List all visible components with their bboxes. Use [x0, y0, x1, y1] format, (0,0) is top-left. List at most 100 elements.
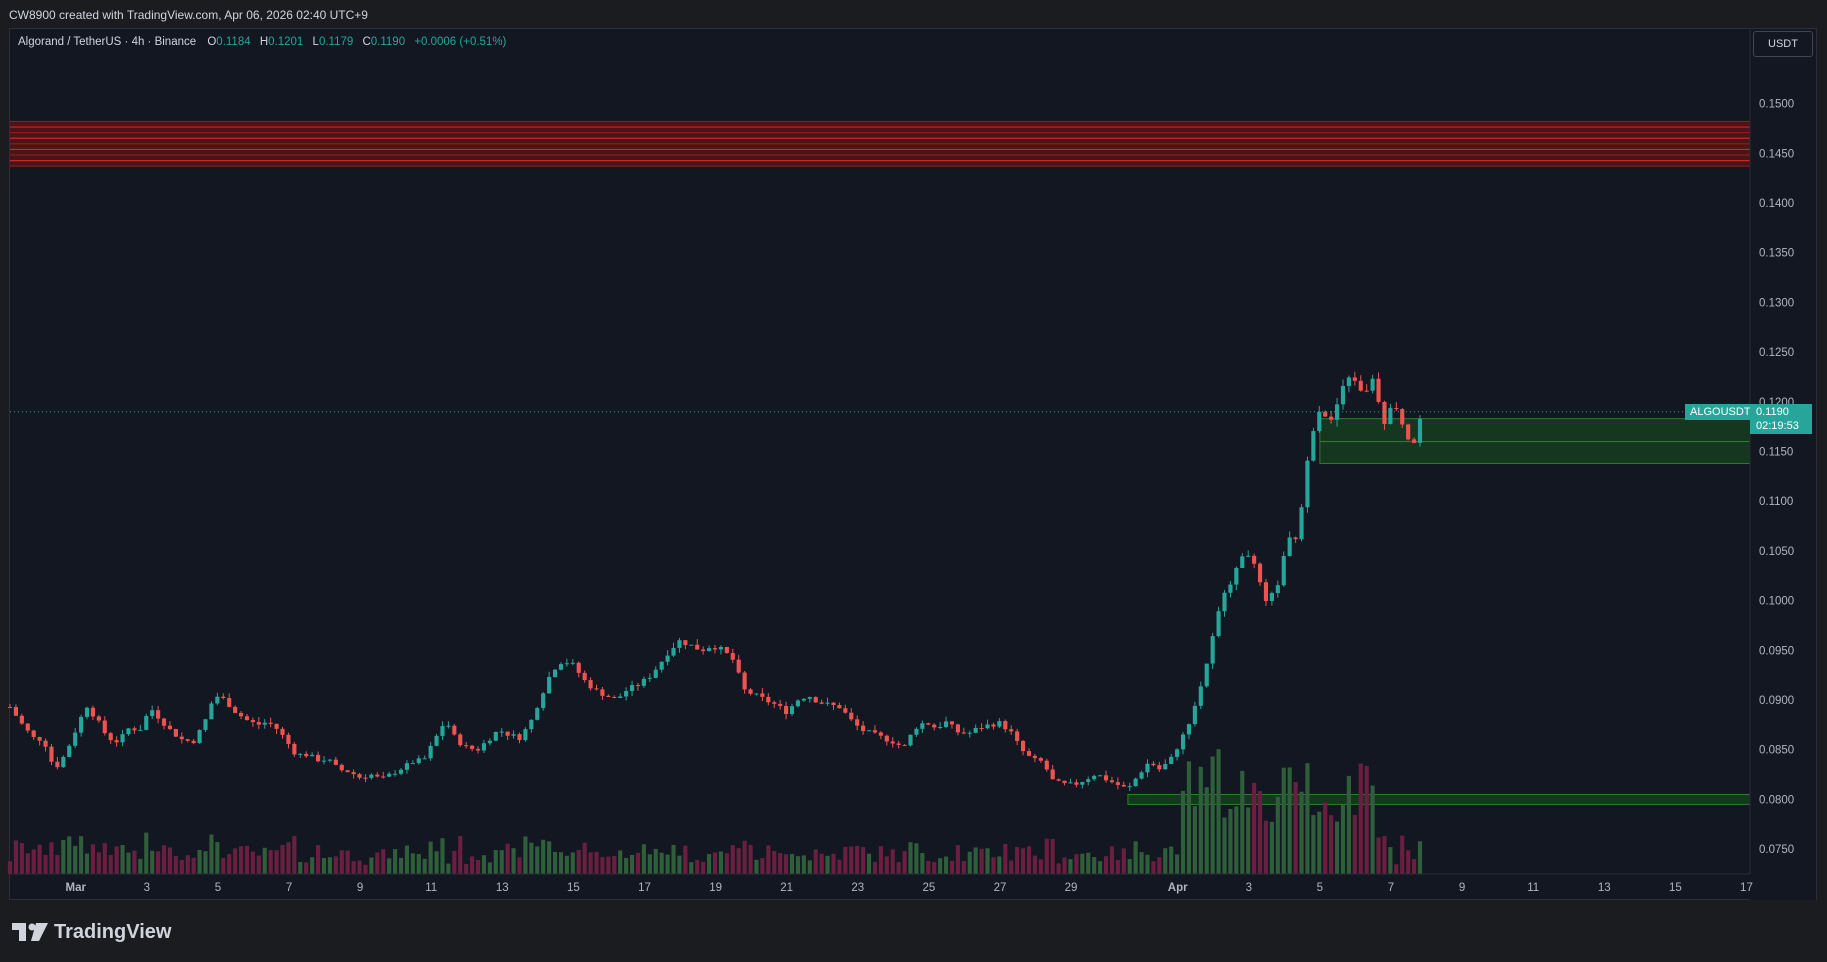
volume-bar	[926, 860, 931, 874]
volume-bar	[1394, 864, 1399, 874]
volume-bar	[1068, 859, 1073, 874]
candle-body	[203, 719, 208, 730]
candle-body	[896, 743, 901, 745]
candle-body	[552, 669, 558, 677]
candle-body	[156, 710, 161, 719]
price-tick-label: 0.1300	[1759, 297, 1794, 309]
candle-body	[1406, 424, 1411, 440]
volume-bar	[84, 853, 90, 874]
time-tick-label: 7	[1388, 882, 1394, 894]
volume-bar	[1352, 814, 1357, 874]
volume-bar	[221, 857, 226, 874]
chart-frame[interactable]	[9, 28, 1817, 900]
currency-selector[interactable]: USDT	[1753, 31, 1813, 57]
volume-bar	[973, 847, 978, 874]
candle-body	[748, 689, 753, 694]
volume-bar	[233, 848, 238, 874]
volume-bar	[949, 860, 955, 874]
volume-bar	[55, 854, 60, 874]
candles-layer	[7, 371, 1423, 791]
symbol-legend[interactable]: Algorand / TetherUS · 4h · Binance O0.11…	[18, 36, 506, 48]
candle-body	[434, 735, 439, 746]
symbol-title[interactable]: Algorand / TetherUS · 4h · Binance	[18, 36, 197, 48]
volume-bar	[452, 850, 457, 874]
candle-body	[1352, 377, 1357, 381]
candle-body	[606, 695, 611, 697]
volume-bar	[1098, 861, 1103, 874]
candle-body	[985, 724, 990, 729]
open-label: O	[207, 36, 217, 48]
candle-body	[351, 772, 356, 775]
volume-bar	[801, 855, 806, 874]
candle-body	[1009, 729, 1014, 732]
candle-body	[73, 732, 78, 746]
price-tick-label: 0.1400	[1759, 198, 1794, 210]
candle-body	[1169, 756, 1174, 764]
volume-bar	[215, 842, 220, 874]
candle-body	[760, 693, 765, 697]
volume-bar	[1092, 857, 1097, 874]
time-tick-label: 17	[638, 882, 651, 894]
candle-body	[1394, 408, 1399, 410]
candle-body	[505, 731, 510, 736]
candle-body	[215, 696, 220, 704]
volume-bar	[914, 843, 919, 874]
candle-body	[487, 740, 492, 744]
tradingview-logo[interactable]: TradingView	[12, 920, 171, 944]
volume-bar	[120, 844, 125, 874]
candle-body	[1299, 507, 1304, 540]
candle-body	[298, 753, 303, 755]
volume-bar	[795, 856, 801, 874]
candle-body	[1263, 582, 1269, 601]
volume-bar	[943, 856, 949, 874]
volume-bar	[576, 849, 581, 874]
volume-bar	[505, 843, 510, 874]
candle-body	[1246, 555, 1251, 557]
time-tick-label: 21	[780, 882, 793, 894]
candle-body	[25, 723, 30, 731]
volume-bar	[410, 853, 415, 874]
volume-bar	[167, 847, 173, 874]
price-tick-label: 0.1050	[1759, 546, 1794, 558]
support-zone	[1127, 793, 1751, 805]
volume-bar	[932, 862, 937, 874]
candle-body	[594, 688, 599, 690]
candle-body	[464, 745, 469, 747]
volume-bar	[250, 851, 255, 874]
candle-body	[209, 703, 214, 720]
volume-bar	[1050, 839, 1055, 874]
volume-bar	[712, 852, 718, 874]
candle-body	[1305, 460, 1310, 508]
volume-bar	[351, 861, 356, 874]
volume-bar	[1026, 846, 1032, 874]
volume-bar	[624, 857, 629, 874]
candle-body	[144, 716, 149, 730]
time-tick-label: 19	[709, 882, 722, 894]
time-tick-label: 9	[1459, 882, 1465, 894]
volume-bar	[695, 859, 700, 874]
candle-body	[333, 759, 338, 765]
candle-body	[588, 680, 593, 689]
candle-body	[541, 693, 546, 709]
volume-bar	[31, 849, 36, 874]
volume-bar	[920, 853, 925, 874]
volume-bar	[1175, 854, 1180, 874]
volume-bar	[393, 849, 398, 874]
candle-body	[61, 756, 66, 768]
volume-bar	[724, 853, 729, 874]
volume-bar	[381, 849, 386, 874]
volume-bar	[1145, 854, 1150, 874]
candle-body	[114, 740, 119, 743]
candle-body	[517, 734, 522, 741]
volume-bar	[1157, 857, 1162, 874]
volume-bar	[238, 846, 244, 874]
volume-bar	[1056, 863, 1061, 874]
volume-bar	[701, 861, 706, 874]
candle-body	[1417, 418, 1423, 443]
candle-body	[250, 720, 255, 723]
candle-body	[440, 726, 445, 736]
volume-bar	[665, 854, 670, 874]
volume-bar	[890, 849, 895, 874]
volume-bar	[422, 858, 427, 874]
